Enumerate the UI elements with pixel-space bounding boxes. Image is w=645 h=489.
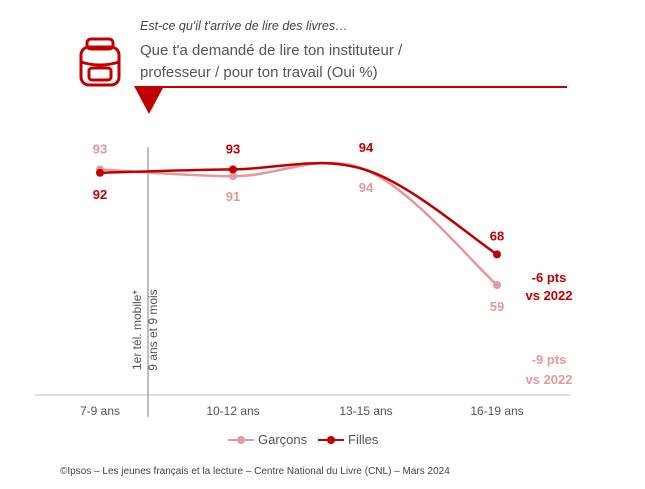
chart-title-line-2: professeur / pour ton travail (Oui %): [140, 64, 378, 81]
title-rule: [140, 86, 567, 88]
series-line-garcons: [99, 161, 498, 286]
value-label-filles: 68: [490, 228, 504, 243]
value-label-garcons: 59: [490, 299, 504, 314]
annotation-label-line-1: 1er tél. mobile*: [130, 290, 144, 370]
legend-item-garcons: Garçons: [228, 432, 307, 447]
x-tick-label: 13-15 ans: [339, 404, 392, 418]
data-point-garcons: [493, 281, 501, 289]
chart-legend: Garçons Filles: [0, 432, 645, 452]
annotation-label-line-2: 9 ans et 9 mois: [146, 289, 160, 370]
series-line-filles: [99, 161, 498, 256]
delta-label-filles-sub: vs 2022: [526, 288, 573, 303]
legend-label-filles: Filles: [348, 432, 379, 447]
backpack-icon: [79, 37, 121, 87]
value-label-filles: 94: [359, 140, 374, 155]
delta-label-garcons-sub: vs 2022: [526, 372, 573, 387]
chart-header: Est-ce qu'il t'arrive de lire des livres…: [0, 0, 645, 120]
data-point-filles: [96, 168, 104, 177]
line-chart: 7-9 ans 10-12 ans 13-15 ans 16-19 ans 1er té…: [35, 140, 573, 418]
value-label-garcons: 93: [93, 141, 107, 156]
delta-label-garcons: -9 pts: [532, 352, 567, 367]
data-point-garcons: [229, 172, 237, 181]
triangle-marker-icon: [134, 86, 164, 114]
legend-item-filles: Filles: [318, 432, 378, 447]
x-tick-label: 7-9 ans: [80, 404, 120, 418]
legend-swatch-filles: [318, 435, 344, 445]
value-label-garcons: 91: [226, 189, 240, 204]
value-label-filles: 93: [226, 141, 240, 156]
chart-title: Que t'a demandé de lire ton instituteur …: [140, 40, 570, 84]
value-label-garcons: 94: [359, 180, 374, 195]
chart-title-line-1: Que t'a demandé de lire ton instituteur …: [140, 42, 403, 59]
data-point-filles: [493, 250, 501, 259]
legend-swatch-garcons: [228, 435, 254, 445]
legend-label-garcons: Garçons: [258, 432, 308, 447]
x-tick-label: 10-12 ans: [206, 404, 259, 418]
value-label-filles: 92: [93, 187, 107, 202]
data-point-filles: [229, 165, 237, 174]
delta-label-filles: -6 pts: [532, 270, 567, 285]
chart-kicker: Est-ce qu'il t'arrive de lire des livres…: [140, 19, 348, 33]
x-tick-label: 16-19 ans: [470, 404, 523, 418]
source-footer: ©Ipsos – Les jeunes français et la lectu…: [60, 466, 450, 477]
